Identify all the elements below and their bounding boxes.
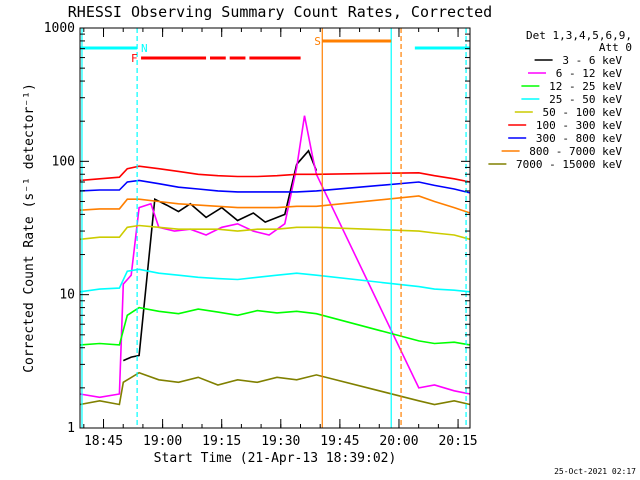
legend-entry-3: 25 - 50 keV xyxy=(549,93,622,106)
y-tick-label-2: 100 xyxy=(52,154,75,169)
series-line-7 xyxy=(79,195,471,214)
x-tick-label-1: 19:00 xyxy=(143,434,182,449)
legend-entry-0: 3 - 6 keV xyxy=(562,54,622,67)
legend-entry-5: 100 - 300 keV xyxy=(536,119,622,132)
series-line-0 xyxy=(122,149,318,362)
x-tick-label-0: 18:45 xyxy=(84,434,123,449)
timestamp: 25-Oct-2021 02:17 xyxy=(554,467,636,476)
series-line-2 xyxy=(79,306,471,346)
x-tick-label-2: 19:15 xyxy=(202,434,241,449)
series-line-3 xyxy=(79,268,471,293)
x-tick-label-6: 20:15 xyxy=(438,434,477,449)
y-axis-label: Corrected Count Rate (s⁻¹ detector⁻¹) xyxy=(22,83,37,373)
flag-label-F: F xyxy=(131,52,138,65)
legend-entry-4: 50 - 100 keV xyxy=(543,106,623,119)
series-line-1 xyxy=(79,115,471,399)
series-line-5 xyxy=(79,165,471,183)
y-tick-label-3: 1000 xyxy=(44,21,75,36)
flag-label-S: S xyxy=(314,35,321,48)
chart-title: RHESSI Observing Summary Count Rates, Co… xyxy=(68,3,492,21)
legend-entry-6: 300 - 800 keV xyxy=(536,132,622,145)
y-tick-label-1: 10 xyxy=(59,288,75,303)
x-tick-label-4: 19:45 xyxy=(320,434,359,449)
legend-entry-8: 7000 - 15000 keV xyxy=(516,158,622,171)
legend-entry-7: 800 - 7000 keV xyxy=(529,145,622,158)
legend-entry-1: 6 - 12 keV xyxy=(556,67,623,80)
series-line-4 xyxy=(79,224,471,241)
legend-header-1: Att 0 xyxy=(599,41,632,54)
y-tick-label-0: 1 xyxy=(67,421,75,436)
plot-frame xyxy=(79,27,471,429)
series-line-6 xyxy=(79,179,471,194)
x-tick-label-3: 19:30 xyxy=(261,434,300,449)
flag-label-N: N xyxy=(141,42,148,55)
legend-entry-2: 12 - 25 keV xyxy=(549,80,622,93)
plot-area xyxy=(79,115,471,406)
x-axis-label: Start Time (21-Apr-13 18:39:02) xyxy=(154,451,397,466)
series-line-8 xyxy=(79,371,471,406)
x-tick-label-5: 20:00 xyxy=(379,434,418,449)
legend-header-0: Det 1,3,4,5,6,9, xyxy=(526,29,632,42)
